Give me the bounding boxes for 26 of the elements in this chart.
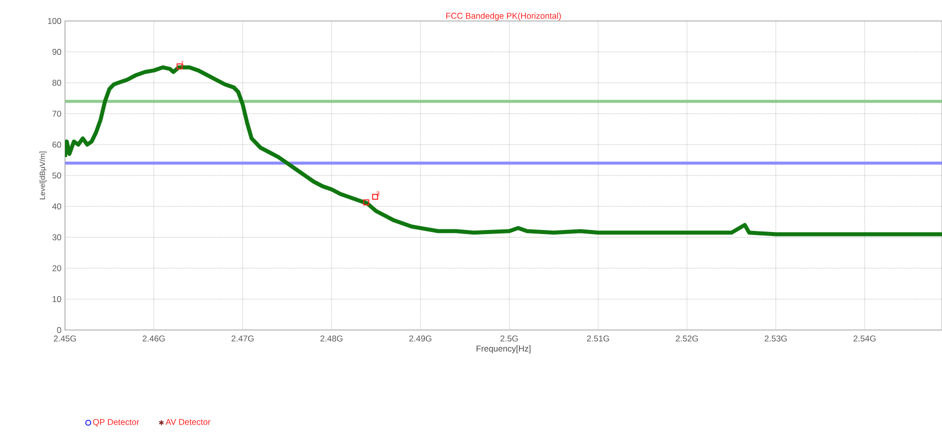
y-tick-label: 90 bbox=[52, 48, 62, 55]
y-tick-label: 80 bbox=[52, 80, 62, 86]
x-tick-label: 2.53G bbox=[764, 336, 787, 342]
y-tick-label: 50 bbox=[52, 172, 62, 178]
chart-title: FCC Bandedge PK(Horizontal) bbox=[446, 12, 561, 20]
y-tick-label: 100 bbox=[48, 18, 62, 24]
y-tick-label: 10 bbox=[52, 296, 62, 302]
x-tick-label: 2.5G bbox=[500, 336, 518, 342]
legend-label: QP Detector bbox=[93, 419, 140, 427]
y-tick-label: 60 bbox=[52, 142, 62, 148]
x-tick-label: 2.46G bbox=[142, 336, 165, 342]
y-tick-label: 20 bbox=[52, 265, 62, 272]
x-tick-label: 2.54G bbox=[854, 336, 876, 342]
x-tick-label: 2.45G bbox=[54, 336, 76, 342]
x-axis-title: Frequency[Hz] bbox=[476, 345, 530, 354]
x-tick-label: 2.52G bbox=[676, 336, 698, 342]
y-tick-label: 70 bbox=[52, 110, 62, 117]
x-tick-label: 2.49G bbox=[409, 336, 432, 342]
y-tick-label: 40 bbox=[52, 203, 62, 210]
y-tick-label: 0 bbox=[57, 327, 62, 333]
point bbox=[363, 199, 370, 206]
legend-label: AV Detector bbox=[166, 419, 210, 425]
x-tick-label: 2.47G bbox=[232, 336, 254, 342]
x-tick-label: 2.48G bbox=[320, 336, 342, 342]
x-tick-label: 2.51G bbox=[587, 336, 610, 342]
y-tick-label: 30 bbox=[52, 234, 62, 240]
